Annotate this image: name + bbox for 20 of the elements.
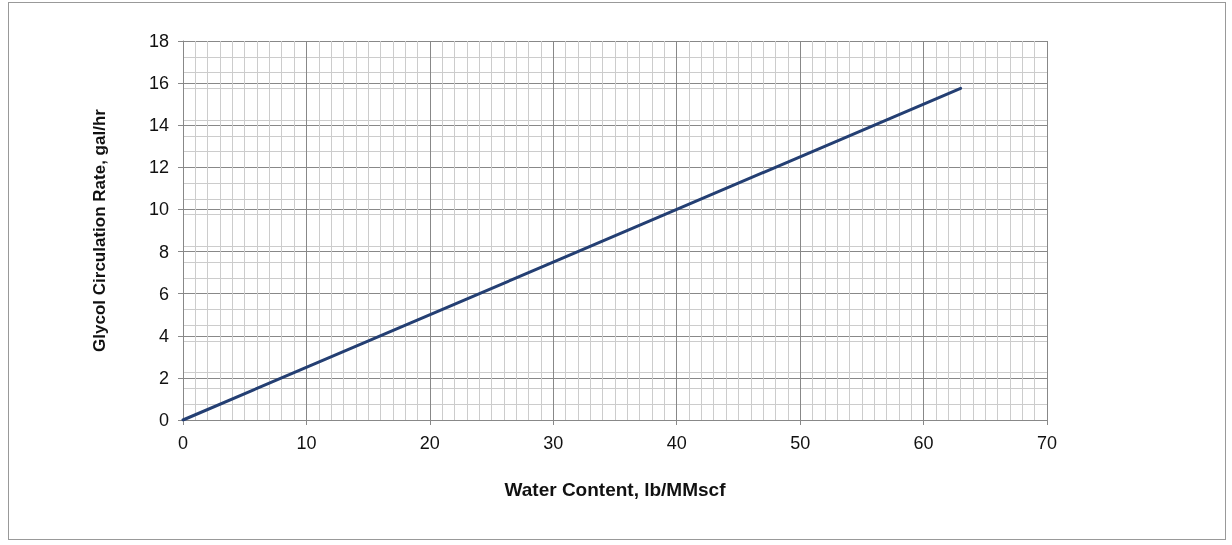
y-axis-title: Glycol Circulation Rate, gal/hr	[90, 108, 109, 352]
y-tick-label: 12	[148, 157, 169, 178]
y-tick-label: 18	[148, 31, 169, 51]
x-tick-label: 10	[296, 433, 317, 453]
y-tick-label: 4	[158, 325, 169, 346]
x-tick-label: 50	[790, 433, 811, 453]
x-tick-label: 70	[1036, 433, 1058, 453]
y-tick-label: 14	[148, 115, 169, 136]
x-tick-label: 30	[543, 433, 564, 453]
x-tick-label: 40	[666, 433, 687, 453]
y-tick-label: 6	[158, 283, 169, 304]
x-tick-label: 20	[419, 433, 440, 453]
y-tick-label: 16	[148, 73, 169, 94]
y-tick-label: 2	[158, 367, 169, 388]
y-tick-label: 0	[158, 410, 169, 430]
y-tick-label: 10	[148, 199, 169, 220]
x-tick-label: 60	[913, 433, 934, 453]
x-tick-label: 0	[177, 433, 189, 453]
x-axis-title: Water Content, lb/MMscf	[504, 479, 727, 500]
y-tick-label: 8	[158, 241, 169, 262]
